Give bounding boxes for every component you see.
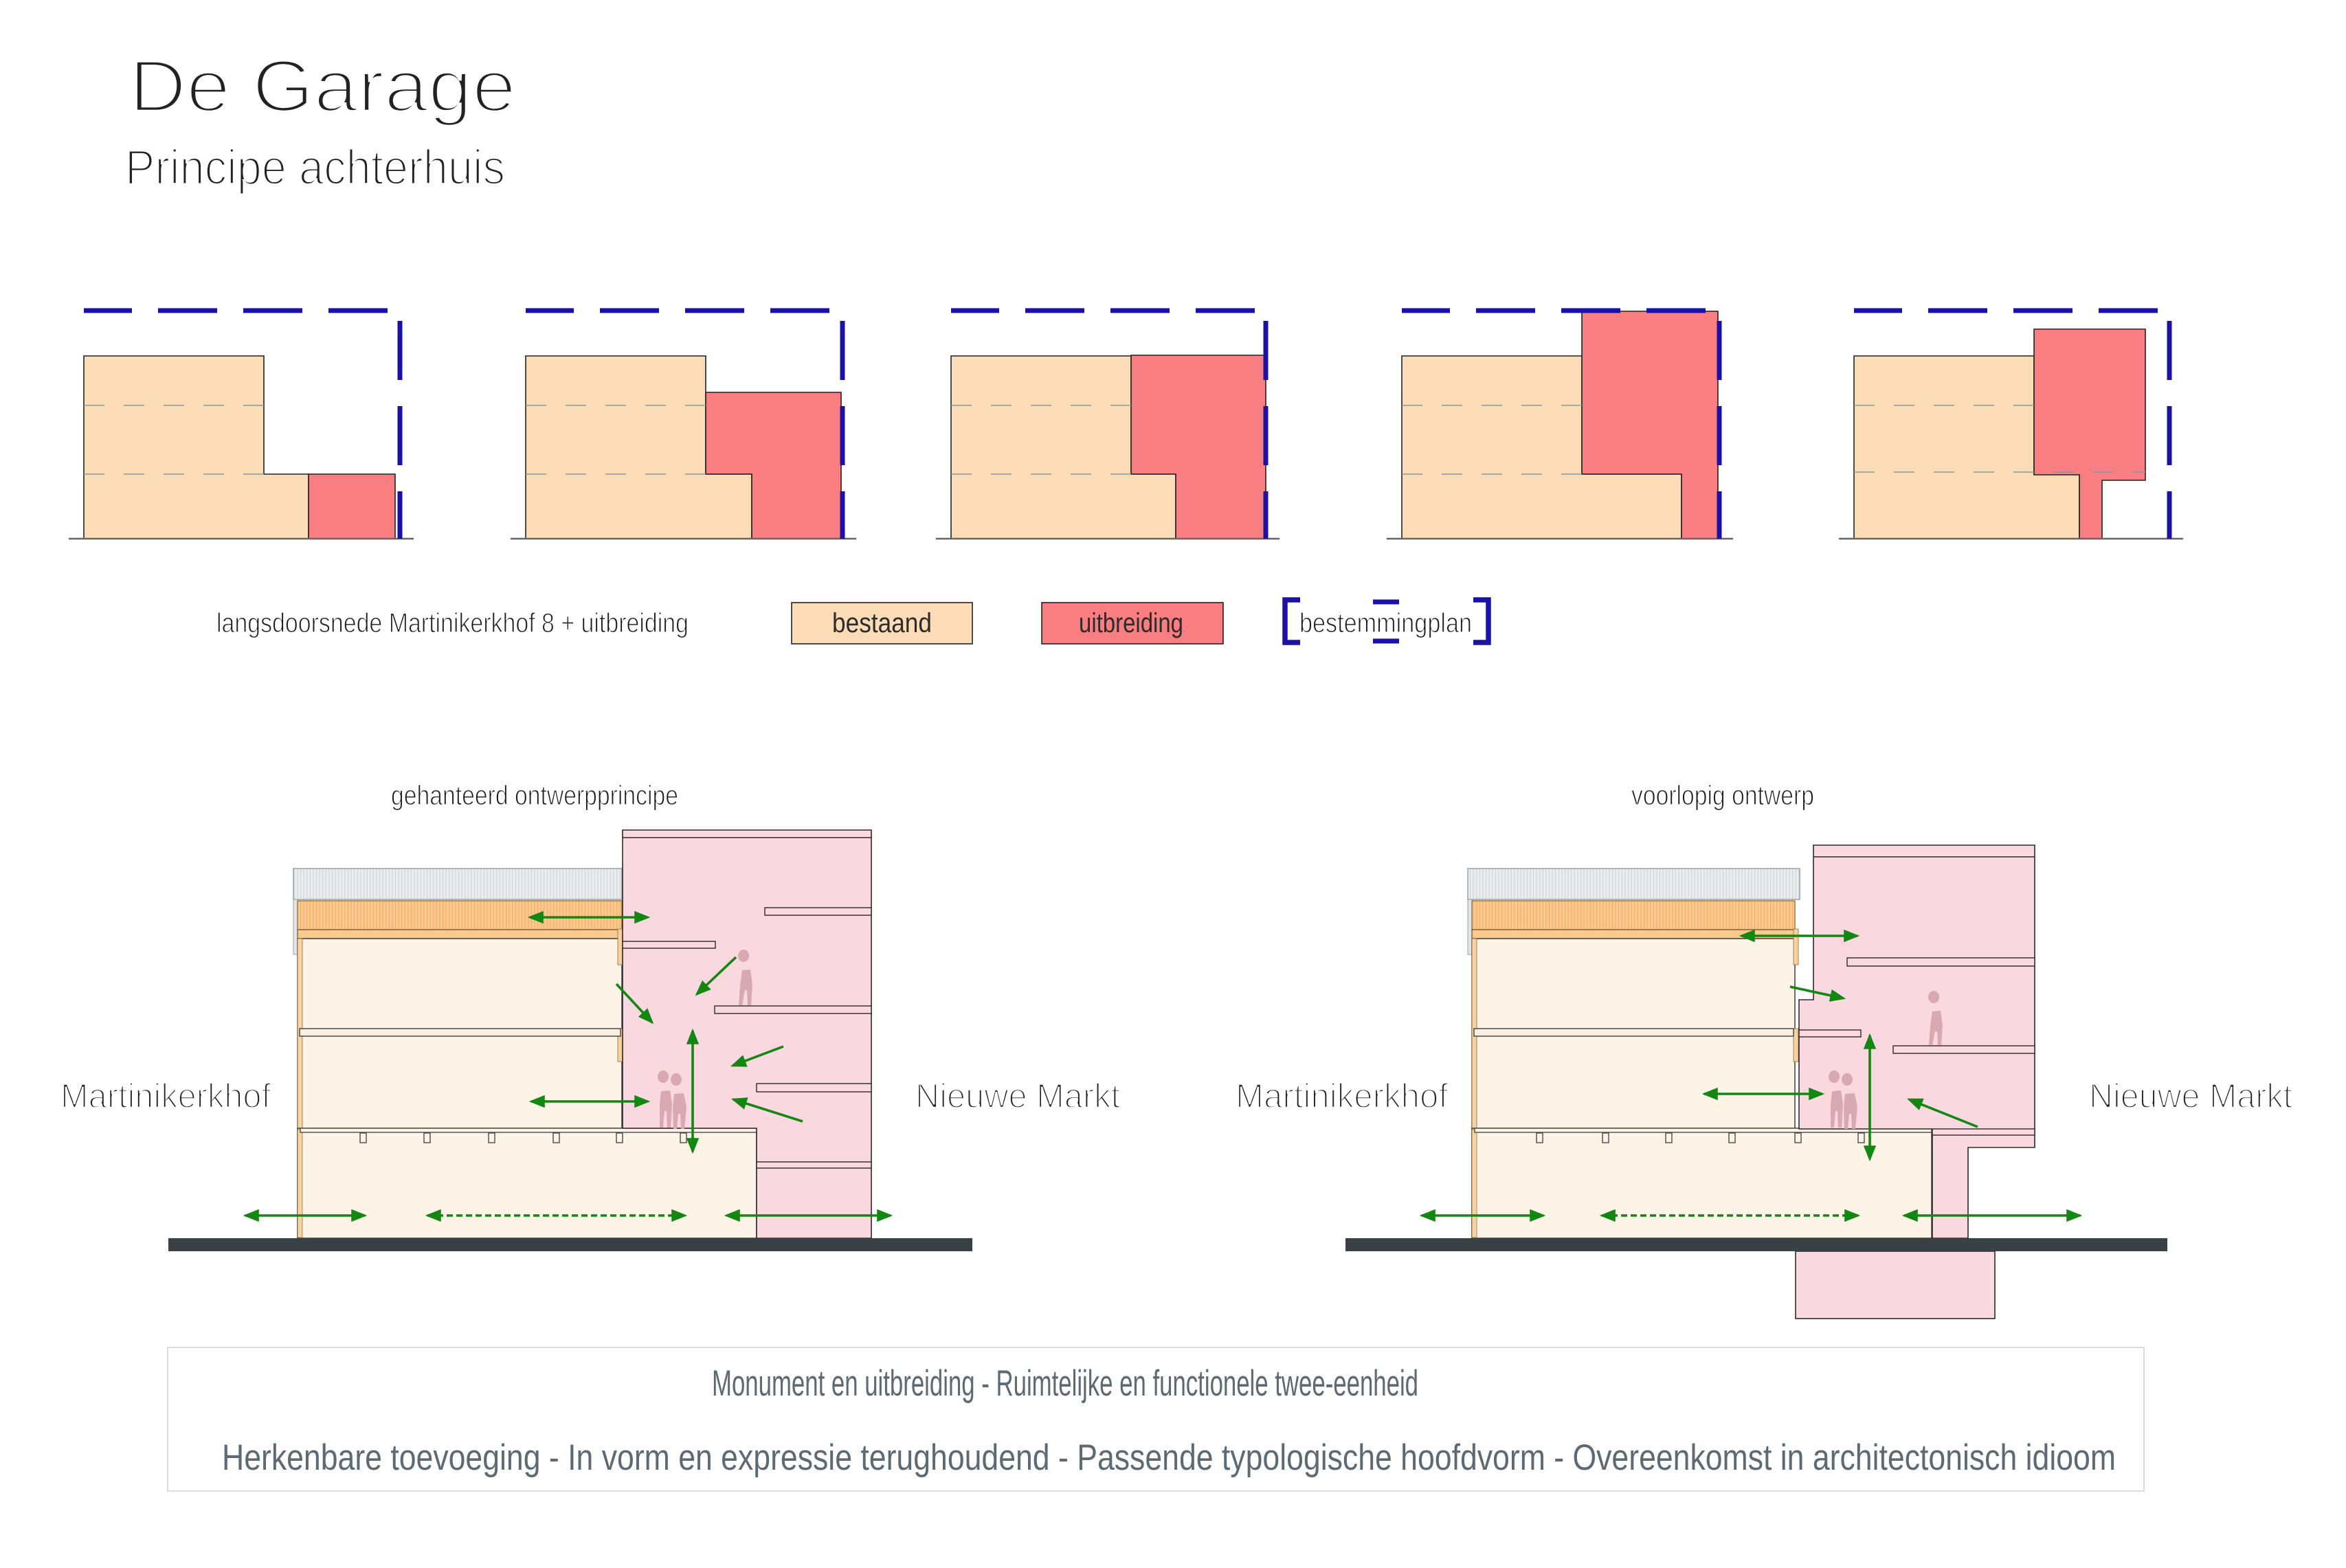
svg-text:bestemmingplan: bestemmingplan (1299, 608, 1472, 638)
svg-text:De Garage: De Garage (129, 45, 516, 127)
svg-text:gehanteerd ontwerpprincipe: gehanteerd ontwerpprincipe (391, 781, 678, 811)
svg-text:Martinikerkhof: Martinikerkhof (60, 1077, 271, 1115)
svg-text:Nieuwe Markt: Nieuwe Markt (915, 1077, 1120, 1115)
svg-text:Monument en uitbreiding - Ruim: Monument en uitbreiding - Ruimtelijke en… (712, 1363, 1418, 1404)
svg-text:uitbreiding: uitbreiding (1079, 608, 1183, 638)
svg-text:Herkenbare toevoeging - In vor: Herkenbare toevoeging - In vorm en expre… (222, 1437, 2116, 1478)
svg-text:voorlopig ontwerp: voorlopig ontwerp (1631, 781, 1814, 811)
svg-text:langsdoorsnede Martinikerkhof: langsdoorsnede Martinikerkhof 8 + uitbre… (216, 608, 689, 638)
svg-text:bestaand: bestaand (832, 608, 932, 638)
svg-text:Nieuwe Markt: Nieuwe Markt (2089, 1077, 2292, 1115)
svg-text:Principe achterhuis: Principe achterhuis (125, 141, 505, 195)
svg-text:Martinikerkhof: Martinikerkhof (1236, 1077, 1448, 1115)
